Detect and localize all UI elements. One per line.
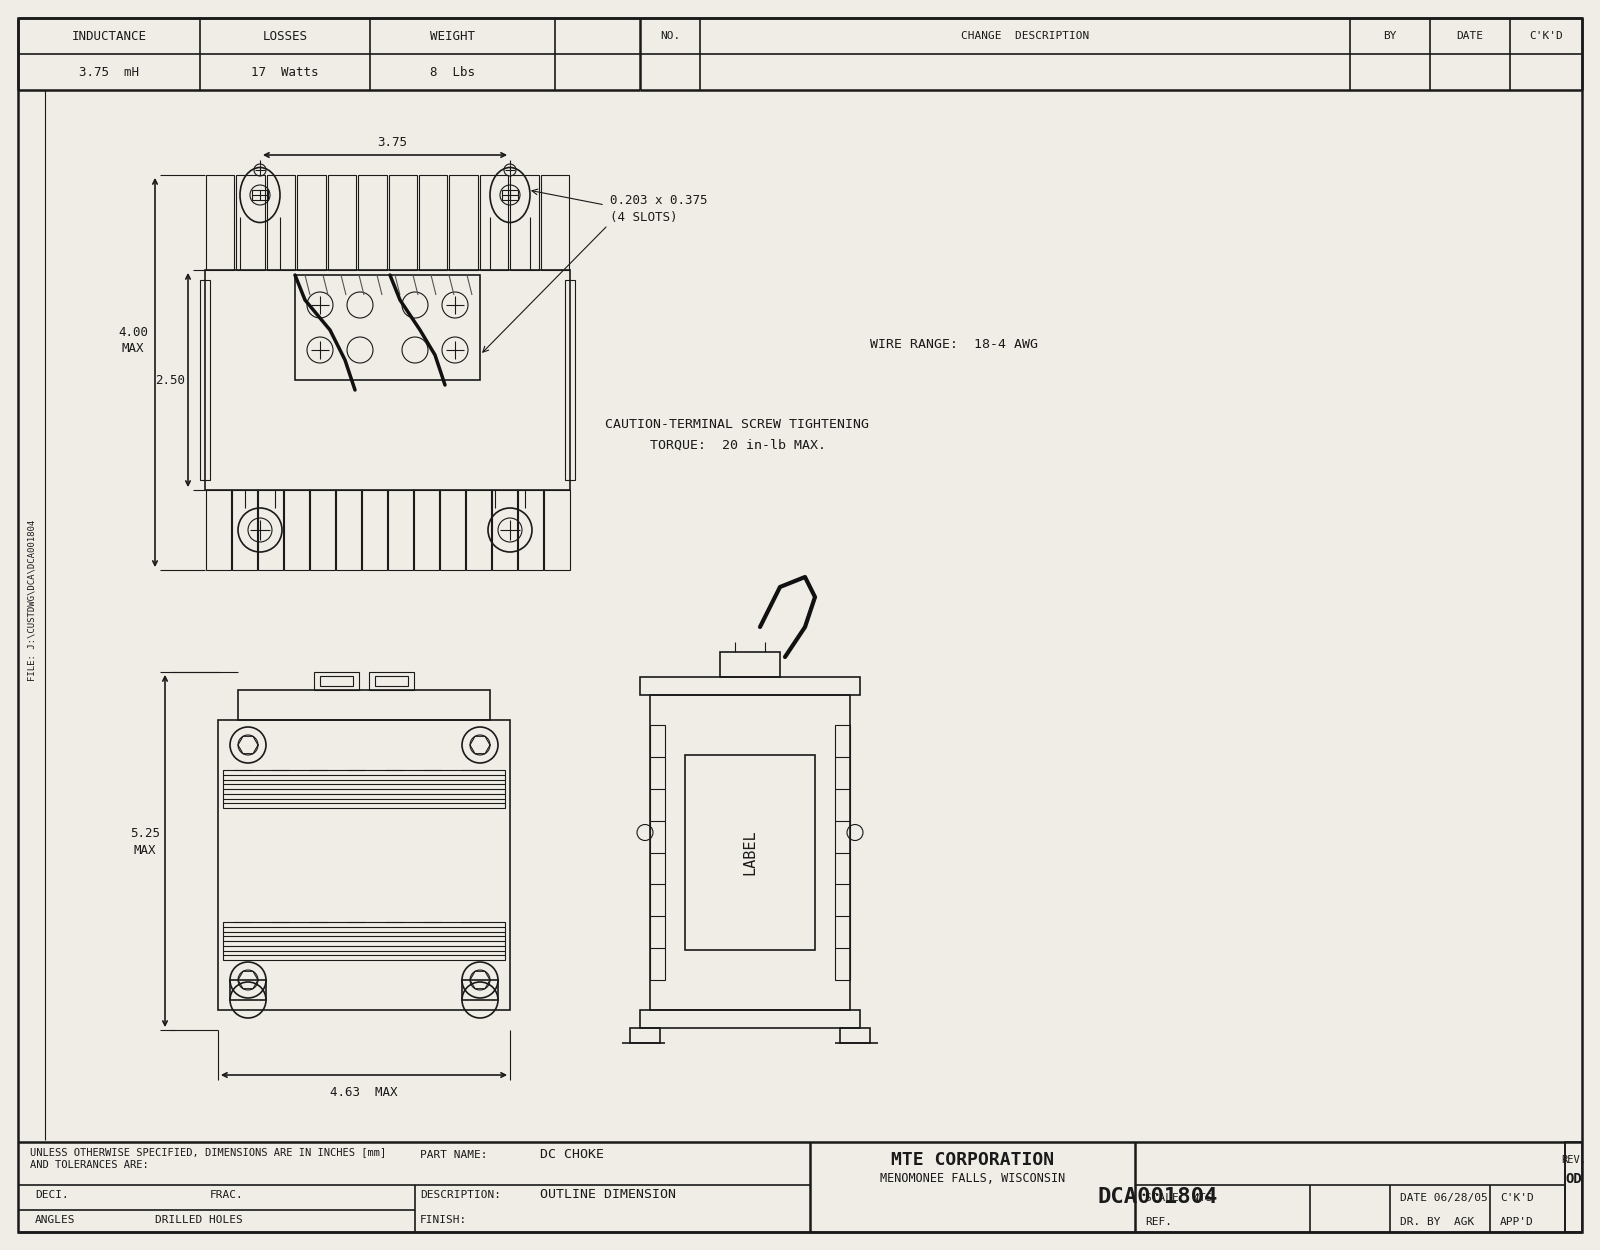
Text: LABEL: LABEL bbox=[742, 830, 757, 875]
Text: DC CHOKE: DC CHOKE bbox=[541, 1149, 605, 1161]
Text: DRILLED HOLES: DRILLED HOLES bbox=[155, 1215, 243, 1225]
Bar bbox=[650, 725, 666, 980]
Text: 4.63  MAX: 4.63 MAX bbox=[330, 1086, 398, 1100]
Bar bbox=[222, 770, 506, 808]
Bar bbox=[640, 678, 861, 695]
Text: 4.00: 4.00 bbox=[118, 326, 147, 340]
Bar bbox=[835, 725, 850, 980]
Bar bbox=[205, 270, 570, 490]
Text: WIRE RANGE:  18-4 AWG: WIRE RANGE: 18-4 AWG bbox=[870, 339, 1038, 351]
Bar bbox=[414, 490, 438, 570]
Text: OD: OD bbox=[1565, 1172, 1582, 1186]
Bar bbox=[310, 490, 334, 570]
Bar bbox=[544, 490, 570, 570]
Text: CHANGE  DESCRIPTION: CHANGE DESCRIPTION bbox=[962, 31, 1090, 41]
Text: DATE: DATE bbox=[1456, 31, 1483, 41]
Text: C'K'D: C'K'D bbox=[1530, 31, 1563, 41]
Bar bbox=[518, 490, 544, 570]
Bar bbox=[206, 175, 235, 270]
Bar bbox=[502, 190, 518, 200]
Bar bbox=[336, 490, 362, 570]
Text: DECI.: DECI. bbox=[35, 1190, 69, 1200]
Text: OUTLINE DIMENSION: OUTLINE DIMENSION bbox=[541, 1189, 675, 1201]
Bar bbox=[387, 490, 413, 570]
Bar bbox=[267, 175, 296, 270]
Bar bbox=[232, 490, 256, 570]
Bar bbox=[541, 175, 570, 270]
Text: NO.: NO. bbox=[659, 31, 680, 41]
Bar bbox=[314, 672, 358, 690]
Bar bbox=[720, 652, 781, 678]
Text: FILE: J:\CUSTDWG\DCA\DCA001804: FILE: J:\CUSTDWG\DCA\DCA001804 bbox=[27, 520, 37, 680]
Bar bbox=[230, 980, 266, 1000]
Text: APP'D: APP'D bbox=[1501, 1218, 1534, 1228]
Text: WEIGHT: WEIGHT bbox=[430, 30, 475, 42]
Text: LOSSES: LOSSES bbox=[262, 30, 307, 42]
Bar bbox=[462, 980, 498, 1000]
Bar bbox=[565, 280, 574, 480]
Bar bbox=[237, 175, 266, 270]
Text: 8  Lbs: 8 Lbs bbox=[430, 65, 475, 79]
Bar bbox=[640, 1010, 861, 1028]
Text: MAX: MAX bbox=[122, 341, 144, 355]
Bar bbox=[238, 690, 490, 720]
Bar bbox=[298, 175, 326, 270]
Bar bbox=[389, 175, 418, 270]
Bar bbox=[1565, 1142, 1582, 1232]
Text: C'K'D: C'K'D bbox=[1501, 1192, 1534, 1202]
Text: REF.: REF. bbox=[1146, 1218, 1171, 1228]
Bar bbox=[328, 175, 357, 270]
Text: INDUCTANCE: INDUCTANCE bbox=[72, 30, 147, 42]
Text: (4 SLOTS): (4 SLOTS) bbox=[610, 211, 677, 225]
Text: CAUTION-TERMINAL SCREW TIGHTENING: CAUTION-TERMINAL SCREW TIGHTENING bbox=[605, 419, 869, 431]
Text: 3.75  mH: 3.75 mH bbox=[78, 65, 139, 79]
Bar bbox=[320, 676, 354, 686]
Bar bbox=[205, 490, 230, 570]
Text: 17  Watts: 17 Watts bbox=[251, 65, 318, 79]
Text: 5.25: 5.25 bbox=[130, 826, 160, 840]
Bar bbox=[283, 490, 309, 570]
Bar bbox=[450, 175, 478, 270]
Text: PART NAME:: PART NAME: bbox=[419, 1150, 488, 1160]
Text: DATE 06/28/05: DATE 06/28/05 bbox=[1400, 1192, 1488, 1202]
Bar bbox=[294, 275, 480, 380]
Text: BY: BY bbox=[1384, 31, 1397, 41]
Text: FINISH:: FINISH: bbox=[419, 1215, 467, 1225]
Text: SCALE  NTS: SCALE NTS bbox=[1146, 1192, 1213, 1202]
Text: AND TOLERANCES ARE:: AND TOLERANCES ARE: bbox=[30, 1160, 149, 1170]
Text: 2.50: 2.50 bbox=[155, 374, 186, 386]
Text: FRAC.: FRAC. bbox=[210, 1190, 243, 1200]
Bar bbox=[493, 490, 517, 570]
Bar bbox=[630, 1028, 661, 1042]
Bar bbox=[362, 490, 387, 570]
Bar bbox=[218, 720, 510, 1010]
Bar bbox=[440, 490, 466, 570]
Text: DESCRIPTION:: DESCRIPTION: bbox=[419, 1190, 501, 1200]
Bar bbox=[419, 175, 448, 270]
Bar bbox=[253, 190, 269, 200]
Text: DCA001804: DCA001804 bbox=[1098, 1188, 1218, 1208]
Text: TORQUE:  20 in-lb MAX.: TORQUE: 20 in-lb MAX. bbox=[650, 439, 826, 451]
Text: UNLESS OTHERWISE SPECIFIED, DIMENSIONS ARE IN INCHES [mm]: UNLESS OTHERWISE SPECIFIED, DIMENSIONS A… bbox=[30, 1148, 386, 1158]
Text: MENOMONEE FALLS, WISCONSIN: MENOMONEE FALLS, WISCONSIN bbox=[880, 1171, 1066, 1185]
Text: 3.75: 3.75 bbox=[378, 136, 408, 150]
Bar bbox=[480, 175, 509, 270]
Text: REV.: REV. bbox=[1562, 1155, 1586, 1165]
Text: MAX: MAX bbox=[134, 844, 157, 856]
Bar bbox=[685, 755, 814, 950]
Bar bbox=[200, 280, 210, 480]
Bar bbox=[510, 175, 539, 270]
Bar bbox=[840, 1028, 870, 1042]
Text: 0.203 x 0.375: 0.203 x 0.375 bbox=[610, 194, 707, 206]
Text: MTE CORPORATION: MTE CORPORATION bbox=[891, 1151, 1054, 1169]
Bar bbox=[258, 490, 283, 570]
Bar bbox=[222, 922, 506, 960]
Text: DR. BY  AGK: DR. BY AGK bbox=[1400, 1218, 1474, 1228]
Text: ANGLES: ANGLES bbox=[35, 1215, 75, 1225]
Bar bbox=[650, 695, 850, 1010]
Bar bbox=[466, 490, 491, 570]
Bar bbox=[358, 175, 387, 270]
Bar bbox=[370, 672, 414, 690]
Bar bbox=[374, 676, 408, 686]
